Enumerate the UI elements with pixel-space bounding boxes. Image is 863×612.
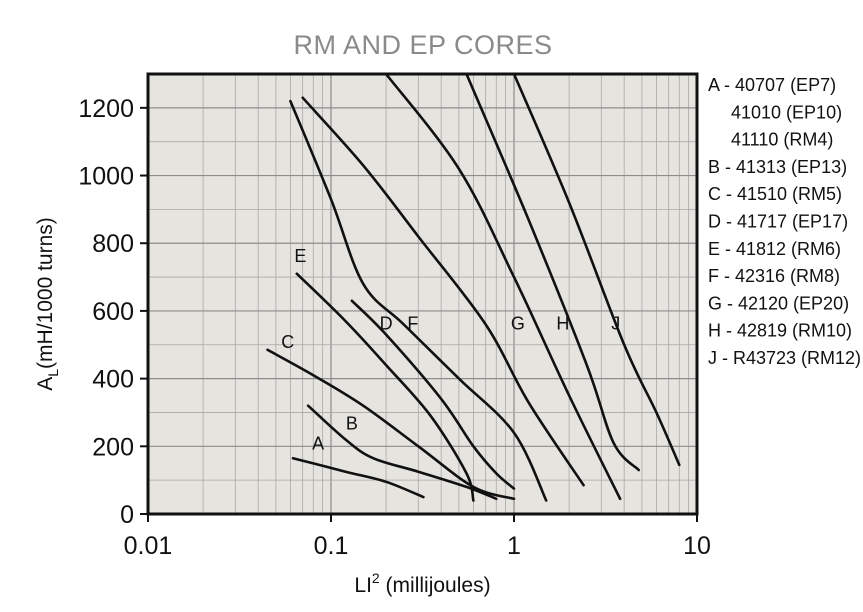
series-line-A <box>291 456 425 499</box>
y-tick-label: 1000 <box>78 163 134 191</box>
legend-entry: F - 42316 (RM8) <box>708 266 840 286</box>
y-tick-label: 200 <box>92 433 134 461</box>
curve-label: F <box>407 314 418 334</box>
legend-entry: J - R43723 (RM12) <box>708 348 861 368</box>
curve-label: C <box>281 332 294 352</box>
y-tick-label: 600 <box>92 298 134 326</box>
series-line-F <box>289 99 548 502</box>
y-tick-label: 0 <box>120 501 134 529</box>
curve-label: G <box>511 314 525 334</box>
x-tick-label: 0.01 <box>124 532 173 560</box>
x-tick-label: 1 <box>507 532 521 560</box>
x-tick-label: 0.1 <box>314 532 349 560</box>
legend-entry: 41110 (RM4) <box>731 130 833 150</box>
curve-label: D <box>380 314 393 334</box>
curve-label: H <box>556 314 569 334</box>
series-line-E <box>295 272 475 502</box>
legend-entry: E - 41812 (RM6) <box>708 239 841 259</box>
y-tick-label: 400 <box>92 366 134 394</box>
series-line-B <box>306 404 498 501</box>
series-line-C <box>266 348 516 501</box>
series-line-H <box>384 72 622 501</box>
legend-entry: D - 41717 (EP17) <box>708 212 848 232</box>
x-tick-label: 10 <box>683 532 711 560</box>
series-line-J <box>465 72 640 472</box>
series-line-D <box>350 299 516 490</box>
curve-label: J <box>611 314 620 334</box>
y-tick-label: 1200 <box>78 95 134 123</box>
grid <box>147 74 697 514</box>
plot-frame <box>146 72 699 516</box>
legend-entry: H - 42819 (RM10) <box>708 321 852 341</box>
legend-entry: A - 40707 (EP7) <box>708 75 836 95</box>
curve-label: B <box>346 413 358 433</box>
legend: A - 40707 (EP7) 41010 (EP10) 41110 (RM4) B … <box>708 75 861 368</box>
x-axis-label: LI2 (millijoules) <box>354 570 490 597</box>
chart-title: RM AND EP CORES <box>293 30 552 60</box>
legend-entry: C - 41510 (RM5) <box>708 184 842 204</box>
series-line-G <box>301 96 585 487</box>
legend-entry: B - 41313 (EP13) <box>708 157 847 177</box>
y-tick-label: 800 <box>92 230 134 258</box>
curve-label: E <box>294 246 306 266</box>
curve-label: A <box>312 434 324 454</box>
legend-entry: 41010 (EP10) <box>731 102 842 122</box>
legend-entry: G - 42120 (EP20) <box>708 293 849 313</box>
y-axis-label: AL(mH/1000 turns) <box>34 217 61 391</box>
series-line-K <box>512 72 681 467</box>
